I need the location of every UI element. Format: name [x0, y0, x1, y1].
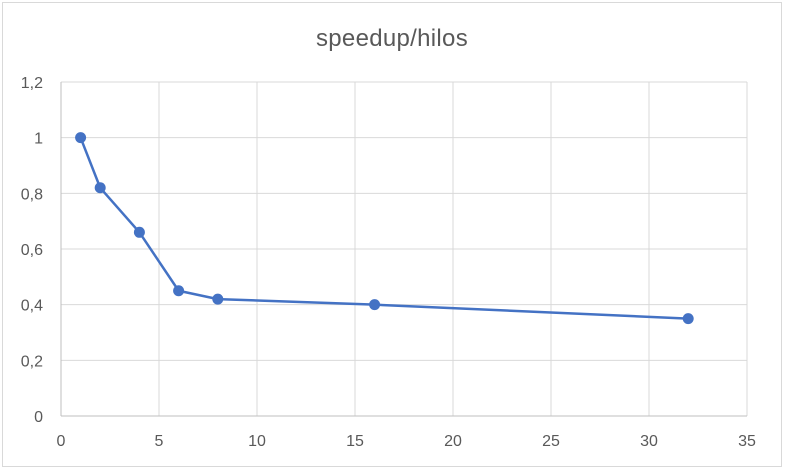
data-point[interactable]	[133, 226, 145, 238]
y-tick-label: 1	[34, 131, 43, 148]
series-line	[79, 137, 689, 320]
x-tick-label: 30	[640, 433, 658, 450]
data-point[interactable]	[212, 293, 224, 305]
x-tick-label: 0	[57, 433, 66, 450]
y-tick-label: 0	[34, 409, 43, 426]
y-tick-label: 0,4	[21, 298, 43, 315]
x-tick-label: 10	[248, 433, 266, 450]
tick-labels: 0 0,2 0,4 0,6 0,8 1 1,2 0 5 10 15 20 25 30 35	[21, 75, 756, 450]
series-layer	[75, 132, 694, 325]
x-tick-label: 15	[346, 433, 364, 450]
x-tick-label: 25	[542, 433, 560, 450]
x-tick-label: 5	[155, 433, 164, 450]
data-point[interactable]	[682, 313, 694, 325]
y-tick-label: 1,2	[21, 75, 43, 92]
gridlines	[61, 81, 748, 416]
y-tick-label: 0,2	[21, 353, 43, 370]
data-point[interactable]	[369, 299, 381, 311]
x-tick-label: 35	[738, 433, 756, 450]
y-tick-label: 0,8	[21, 186, 43, 203]
chart-title: speedup/hilos	[315, 25, 468, 52]
y-tick-label: 0,6	[21, 242, 43, 259]
data-point[interactable]	[75, 132, 87, 144]
x-tick-label: 20	[444, 433, 462, 450]
axes	[60, 82, 747, 417]
data-point[interactable]	[173, 285, 185, 297]
data-point[interactable]	[94, 182, 106, 194]
